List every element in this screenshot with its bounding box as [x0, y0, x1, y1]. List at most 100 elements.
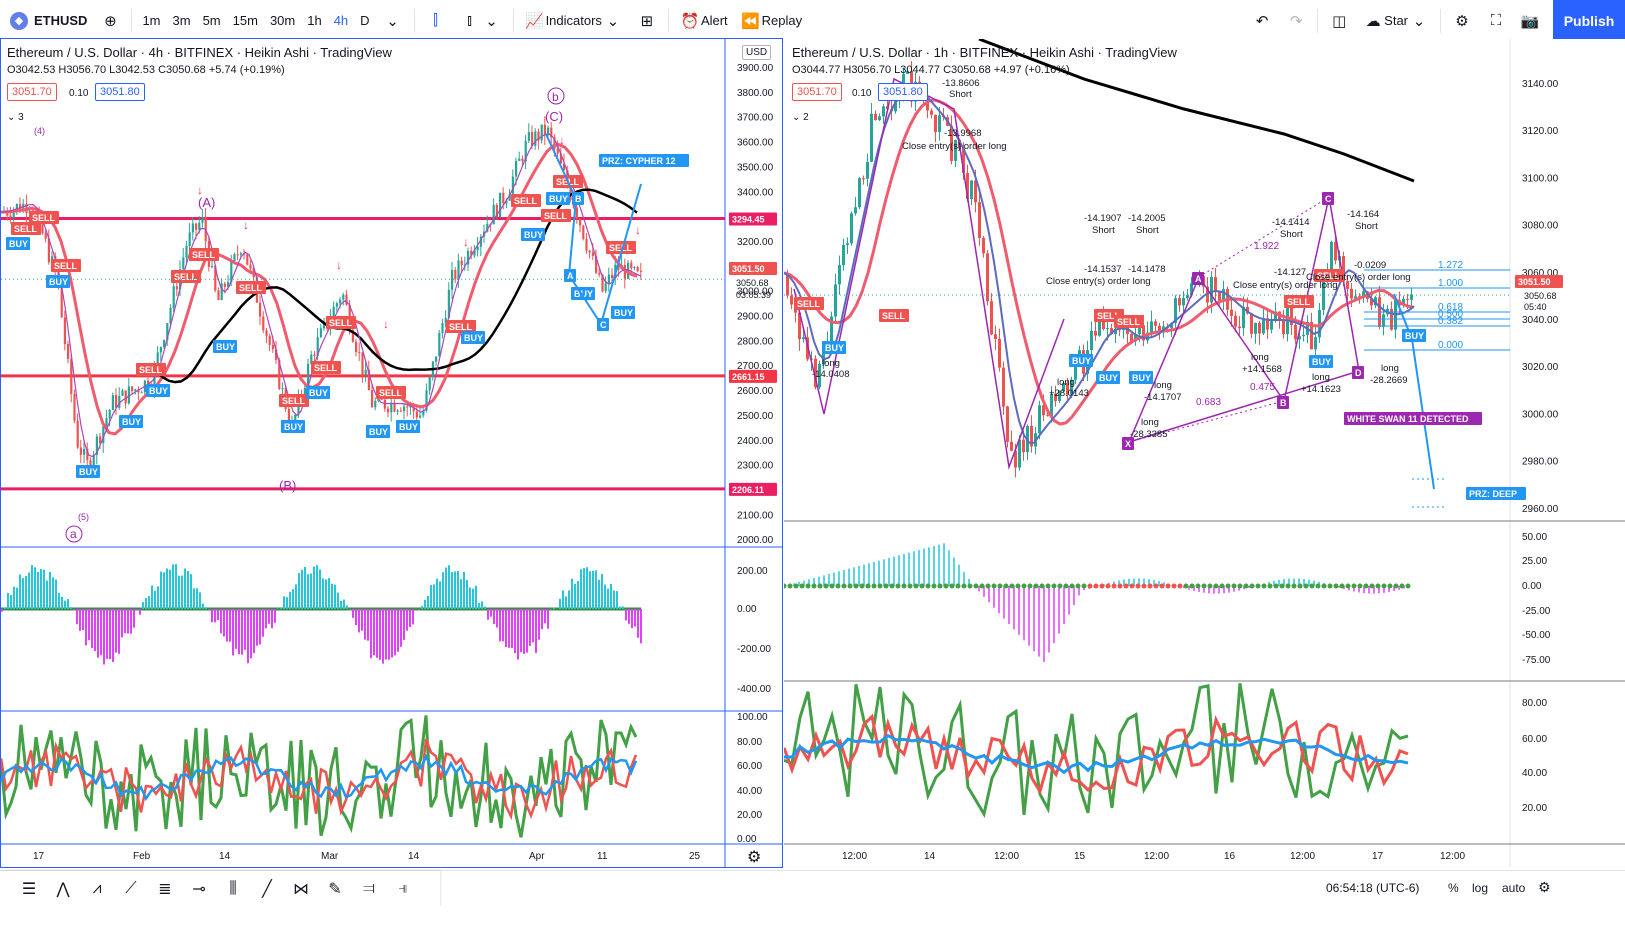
fullscreen-button[interactable]: ⛶: [1479, 0, 1513, 42]
settings-icon[interactable]: ⚙: [1538, 879, 1551, 895]
interval-15m[interactable]: 15m: [232, 13, 258, 28]
vertical-lines-icon[interactable]: ⫼: [229, 880, 237, 897]
right-ask-price[interactable]: 3051.80: [878, 83, 928, 101]
left-osc1-bar: [202, 603, 204, 609]
left-osc1-bar: [412, 609, 414, 625]
chart-type-button[interactable]: ⫿: [419, 0, 453, 42]
xabcd-pattern-icon[interactable]: ⋈: [293, 881, 309, 898]
symbol-search-button[interactable]: ◆ ETHUSD: [0, 0, 93, 42]
star-button[interactable]: ☁ Star ⌄: [1356, 0, 1436, 42]
left-price-tick: 2300.00: [737, 461, 774, 472]
alert-button[interactable]: ⏰ Alert: [673, 0, 734, 42]
replay-button[interactable]: ⏪ Replay: [734, 0, 808, 42]
left-candle: [361, 352, 364, 375]
interval-d[interactable]: D: [360, 13, 370, 28]
compare-button[interactable]: ⊕: [93, 0, 127, 42]
right-osc1-dot: [1015, 583, 1021, 589]
left-sell-tag: SELL: [314, 363, 338, 373]
interval-1m[interactable]: 1m: [142, 13, 161, 28]
projection-icon[interactable]: ⫣: [398, 880, 408, 897]
right-bid-price[interactable]: 3051.70: [792, 83, 842, 101]
left-candle: [569, 184, 572, 200]
menu-icon[interactable]: ☰: [21, 881, 37, 898]
left-buy-tag: BUY: [549, 194, 568, 204]
fib-tool-icon[interactable]: ≣: [158, 881, 172, 898]
right-osc1-dot: [1363, 583, 1369, 589]
pattern-tool-icon[interactable]: ⋀: [56, 881, 70, 898]
left-time-tick: 14: [219, 851, 231, 862]
drawing-tools-bar: ☰ ⋀ ⩘ ⟋ ≣ ⊸ ⫼ ╱ ⋈ ✎ ⫤ ⫣: [0, 871, 440, 907]
right-osc1-dot: [937, 583, 943, 589]
left-candle: [547, 127, 550, 136]
left-candle: [342, 294, 345, 300]
left-layers-toggle[interactable]: ⌄ 3: [7, 112, 24, 123]
right-candle: [1350, 288, 1353, 299]
right-candle: [1342, 256, 1345, 282]
undo-button[interactable]: ↶: [1245, 0, 1279, 42]
left-buy-tag-bg: [611, 306, 635, 319]
left-chart[interactable]: 3900.00 3800.00 3700.00 3600.00 3500.00 3400.…: [1, 39, 782, 867]
indicators-button[interactable]: 📈 Indicators ⌄: [518, 0, 630, 42]
long-position-icon[interactable]: ⫤: [362, 880, 376, 897]
horizontal-ray-icon[interactable]: ⊸: [192, 881, 206, 898]
right-chart-canvas[interactable]: 3140.00 3120.00 3100.00 3080.00 3060.00 3040.…: [784, 39, 1625, 867]
brush-icon[interactable]: ✎: [328, 881, 342, 898]
trend-line-icon[interactable]: ⟋: [125, 880, 137, 897]
left-osc2-red: [1, 738, 638, 821]
right-chart[interactable]: 3140.00 3120.00 3100.00 3080.00 3060.00 3040.…: [784, 39, 1625, 867]
layout-button[interactable]: ◫: [1322, 0, 1356, 42]
left-wave-B: (B): [279, 478, 296, 493]
left-osc1-bar: [598, 579, 600, 609]
publish-button[interactable]: Publish: [1553, 0, 1625, 42]
interval-1h[interactable]: 1h: [307, 13, 322, 28]
snapshot-button[interactable]: 📷: [1513, 0, 1547, 42]
elliott-wave-icon[interactable]: ⩘: [92, 880, 102, 897]
left-candle: [486, 223, 489, 232]
left-osc1-bar: [223, 609, 225, 637]
right-candle: [1074, 358, 1077, 380]
left-osc1-bar: [208, 609, 210, 610]
right-candle: [1062, 382, 1065, 391]
left-osc1-bar: [364, 609, 366, 640]
left-layers-count: 3: [18, 112, 24, 123]
settings-button[interactable]: ⚙: [1445, 0, 1479, 42]
interval-3m[interactable]: 3m: [172, 13, 191, 28]
templates-button[interactable]: ⊞: [630, 0, 664, 42]
left-osc1-bar: [595, 570, 597, 609]
right-candle: [1294, 325, 1297, 340]
right-candle: [1058, 390, 1061, 402]
left-candle: [415, 411, 418, 418]
right-candle: [1370, 298, 1373, 306]
left-bid-price[interactable]: 3051.70: [7, 83, 57, 101]
right-candle: [1250, 313, 1253, 334]
percent-toggle[interactable]: %: [1448, 881, 1459, 895]
right-osc1-dot: [973, 583, 979, 589]
right-osc1-dot: [1213, 583, 1219, 589]
right-candle: [1038, 405, 1041, 434]
right-layers-toggle[interactable]: ⌄ 2: [792, 112, 809, 123]
left-currency-select[interactable]: USD: [742, 45, 772, 60]
undo-icon: ↶: [1255, 12, 1269, 30]
interval-4h[interactable]: 4h: [333, 13, 349, 28]
right-fib-label: 0.500: [1438, 309, 1463, 320]
line-tool-icon[interactable]: ╱: [262, 881, 272, 898]
left-osc1-bar: [277, 608, 279, 609]
left-osc1-bar: [124, 609, 126, 634]
interval-5m[interactable]: 5m: [202, 13, 221, 28]
right-osc1-dot: [1255, 583, 1261, 589]
right-osc1-dot: [853, 583, 859, 589]
log-toggle[interactable]: log: [1472, 881, 1489, 895]
left-osc1-bar: [100, 609, 102, 655]
left-osc1-bar: [631, 609, 633, 629]
left-time-gear[interactable]: ⚙: [747, 847, 761, 867]
right-osc1-dot: [847, 583, 853, 589]
bar-type-button[interactable]: ⫾ ⌄: [453, 0, 509, 42]
interval-30m[interactable]: 30m: [269, 13, 296, 28]
left-ask-price[interactable]: 3051.80: [95, 83, 145, 101]
interval-dropdown[interactable]: ⌄: [376, 0, 410, 42]
redo-button[interactable]: ↷: [1279, 0, 1313, 42]
right-candle: [1102, 317, 1105, 329]
auto-toggle[interactable]: auto: [1502, 881, 1526, 895]
left-wave-b: b: [552, 90, 559, 104]
left-chart-canvas[interactable]: 3900.00 3800.00 3700.00 3600.00 3500.00 3400.…: [1, 39, 782, 867]
